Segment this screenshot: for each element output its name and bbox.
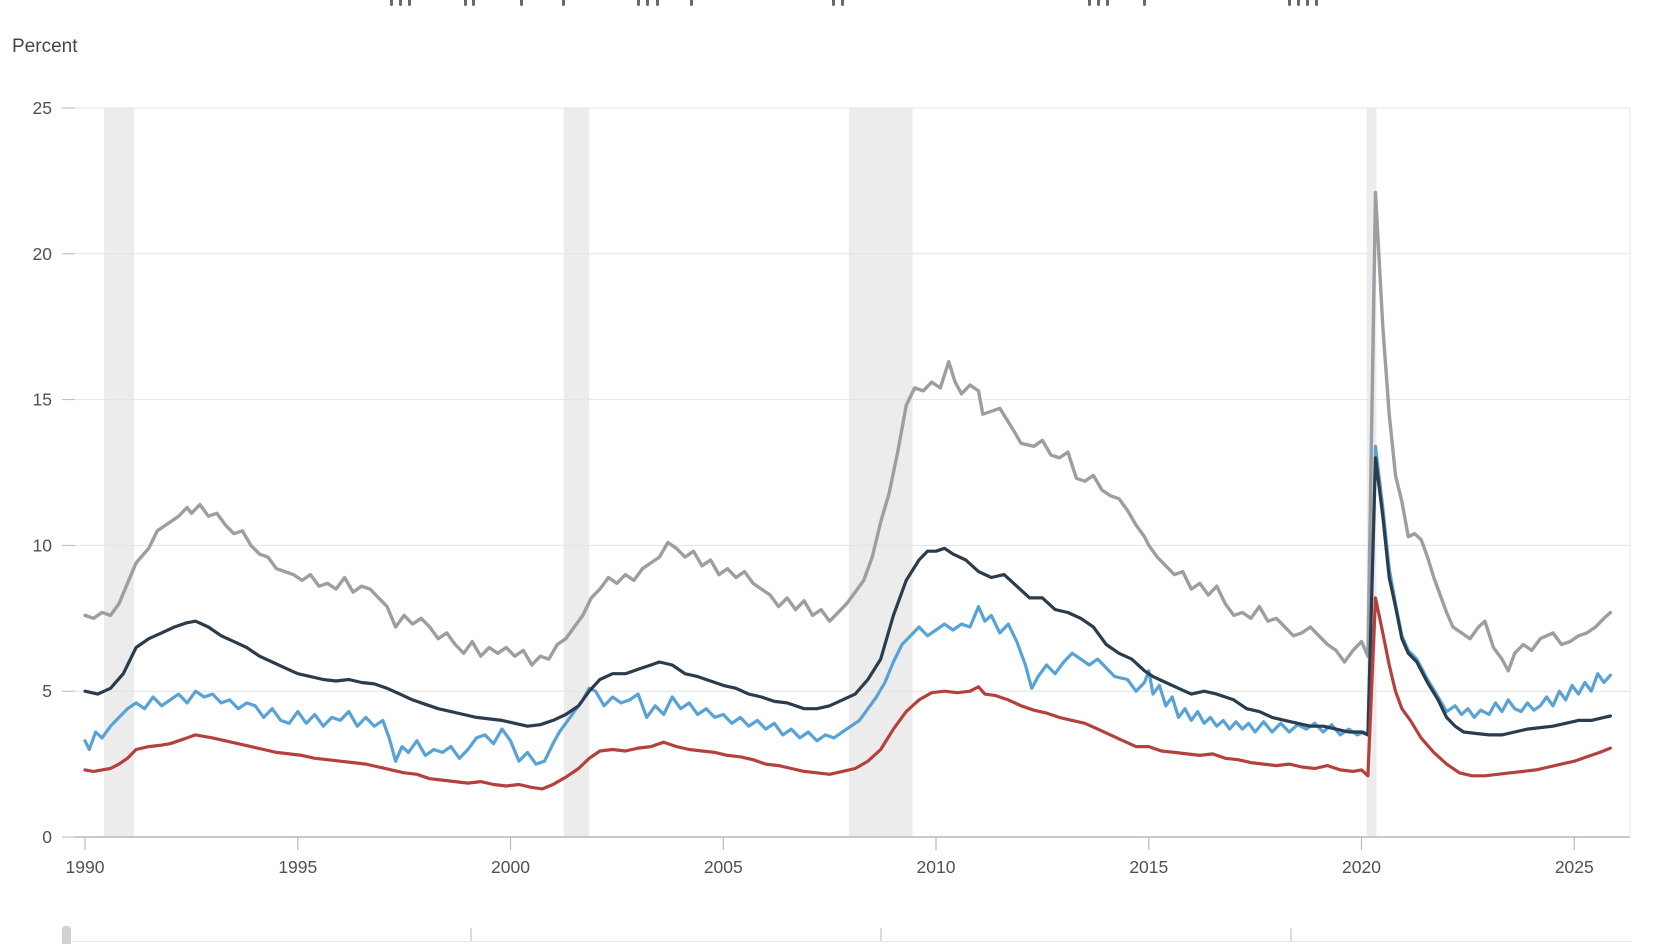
x-axis-tick-label: 2020 [1342,857,1381,877]
x-axis-tick-label: 1990 [66,857,105,877]
cropped-title-glyph-fragment [637,0,640,6]
cropped-title-glyph-fragment [1088,0,1091,6]
cropped-title-glyph-fragment [1143,0,1146,6]
cropped-title-glyph-fragment [1106,0,1109,6]
cropped-title-glyph-fragment [1315,0,1318,6]
line-series-darknavy [83,456,1613,737]
line-series-red [83,596,1613,791]
cropped-title-glyph-fragment [656,0,659,6]
x-axis-tick-label: 2025 [1555,857,1594,877]
y-axis-tick-label: 15 [33,390,52,410]
range-slider-baseline [64,941,1632,942]
y-axis-tick-label: 10 [33,535,53,555]
cropped-title-glyph-fragment [399,0,402,6]
x-axis-tick-label: 2005 [704,857,743,877]
range-slider-handle[interactable] [62,926,71,944]
cropped-title-glyph-fragment [832,0,835,6]
range-slider-strip [0,920,1680,944]
y-axis-tick-label: 20 [33,244,53,264]
cropped-title-glyph-fragment [1288,0,1291,6]
y-axis-unit-label: Percent [12,36,78,57]
cropped-title-glyph-fragment [1097,0,1100,6]
cropped-title-glyph-fragment [562,0,565,6]
recession-band [563,108,590,837]
y-axis-tick-label: 25 [33,98,52,118]
cropped-title-glyph-fragment [646,0,649,6]
cropped-title-glyph-fragment [1297,0,1300,6]
y-axis-tick-label: 5 [42,681,52,701]
x-axis-tick-label: 2015 [1129,857,1168,877]
y-axis-tick-label: 0 [42,827,52,847]
cropped-title-glyph-fragment [520,0,523,6]
x-axis-tick-label: 1995 [278,857,317,877]
line-series-gray [83,190,1613,673]
range-slider-tick [880,928,882,941]
x-axis-tick-label: 2000 [491,857,530,877]
x-axis-tick-label: 2010 [917,857,956,877]
cropped-title-glyph-fragment [1306,0,1309,6]
cropped-title-glyph-fragment [408,0,411,6]
range-slider-tick [470,928,472,941]
cropped-title-glyph-fragment [841,0,844,6]
cropped-title-glyph-fragment [464,0,467,6]
plot-area[interactable] [75,108,1630,837]
cropped-title-glyph-fragment [390,0,393,6]
cropped-title-glyph-fragment [472,0,475,6]
cropped-title-glyph-fragment [690,0,693,6]
range-slider-tick [1290,928,1292,941]
